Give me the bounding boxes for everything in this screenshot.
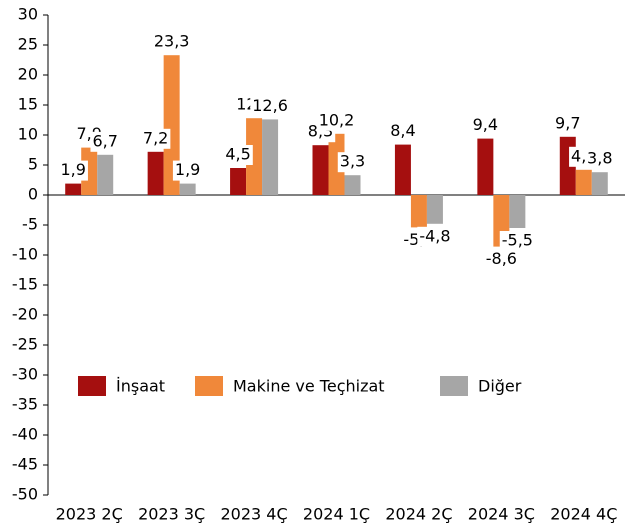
label-background bbox=[223, 145, 253, 165]
bar bbox=[97, 154, 114, 195]
bar bbox=[394, 144, 411, 195]
bar bbox=[426, 195, 443, 224]
data-label: 4,5 bbox=[225, 145, 250, 164]
data-label: 9,4 bbox=[473, 115, 498, 134]
label-background bbox=[337, 152, 368, 173]
x-tick-label: 2023 4Ç bbox=[220, 505, 287, 524]
x-tick-label: 2024 4Ç bbox=[550, 505, 617, 524]
bar bbox=[179, 183, 196, 195]
y-tick-label: -50 bbox=[12, 485, 38, 504]
y-tick-label: -30 bbox=[12, 365, 38, 384]
legend-label: Makine ve Teçhizat bbox=[233, 377, 385, 396]
y-tick-label: 15 bbox=[18, 95, 38, 114]
label-background bbox=[388, 121, 418, 142]
data-label: 10,2 bbox=[319, 110, 355, 129]
data-label: -5,5 bbox=[502, 231, 533, 250]
x-tick-label: 2024 3Ç bbox=[468, 505, 535, 524]
bar bbox=[477, 138, 494, 195]
y-tick-label: -5 bbox=[22, 215, 38, 234]
data-label: 3,8 bbox=[587, 149, 612, 168]
bar bbox=[163, 55, 180, 196]
bar bbox=[246, 118, 263, 195]
y-tick-label: -45 bbox=[12, 455, 38, 474]
y-tick-label: 5 bbox=[28, 155, 38, 174]
data-label: 12,6 bbox=[252, 96, 288, 115]
data-label: 3,3 bbox=[340, 152, 365, 171]
bar bbox=[410, 195, 427, 228]
y-tick-label: 0 bbox=[28, 185, 38, 204]
bar bbox=[147, 151, 164, 195]
label-background bbox=[140, 128, 171, 149]
y-tick-label: 10 bbox=[18, 125, 38, 144]
data-label: 1,9 bbox=[175, 160, 200, 179]
label-background bbox=[470, 115, 501, 136]
x-tick-label: 2024 2Ç bbox=[385, 505, 452, 524]
y-tick-label: -40 bbox=[12, 425, 38, 444]
y-tick-label: 30 bbox=[18, 5, 38, 24]
legend-swatch bbox=[195, 376, 223, 396]
label-background bbox=[250, 96, 290, 117]
data-label: -4,8 bbox=[419, 226, 450, 245]
legend-swatch bbox=[440, 376, 468, 396]
label-background bbox=[172, 160, 203, 181]
label-background bbox=[585, 149, 615, 170]
x-tick-label: 2023 2Ç bbox=[56, 505, 123, 524]
x-tick-label: 2023 3Ç bbox=[138, 505, 205, 524]
data-label: 23,3 bbox=[154, 32, 190, 51]
y-tick-label: -15 bbox=[12, 275, 38, 294]
bar bbox=[81, 147, 98, 195]
label-background bbox=[483, 249, 519, 270]
y-tick-label: 20 bbox=[18, 65, 38, 84]
y-tick-label: -10 bbox=[12, 245, 38, 264]
bar bbox=[262, 119, 279, 195]
label-background bbox=[90, 131, 120, 152]
label-background bbox=[58, 160, 88, 181]
bar bbox=[509, 195, 526, 228]
legend-label: Diğer bbox=[478, 377, 522, 396]
bar bbox=[230, 168, 247, 195]
bar bbox=[344, 175, 361, 195]
bar bbox=[575, 169, 592, 195]
x-tick-label: 2024 1Ç bbox=[303, 505, 370, 524]
y-tick-label: 25 bbox=[18, 35, 38, 54]
data-label: 8,4 bbox=[390, 121, 415, 140]
data-label: 7,2 bbox=[143, 128, 168, 147]
bar bbox=[328, 133, 345, 195]
label-background bbox=[151, 32, 192, 53]
label-background bbox=[499, 231, 535, 251]
legend-label: İnşaat bbox=[116, 377, 165, 396]
label-background bbox=[316, 110, 357, 131]
legend-swatch bbox=[78, 376, 106, 396]
data-label: 6,7 bbox=[92, 131, 117, 150]
data-label: 1,9 bbox=[60, 160, 85, 179]
bar bbox=[312, 145, 329, 195]
y-tick-label: -25 bbox=[12, 335, 38, 354]
label-background bbox=[553, 113, 583, 134]
data-label: 9,7 bbox=[555, 113, 580, 132]
bar bbox=[65, 183, 82, 195]
label-background bbox=[417, 226, 453, 247]
bar bbox=[591, 172, 608, 195]
y-tick-label: -20 bbox=[12, 305, 38, 324]
y-tick-label: -35 bbox=[12, 395, 38, 414]
data-label: -8,6 bbox=[486, 249, 517, 268]
